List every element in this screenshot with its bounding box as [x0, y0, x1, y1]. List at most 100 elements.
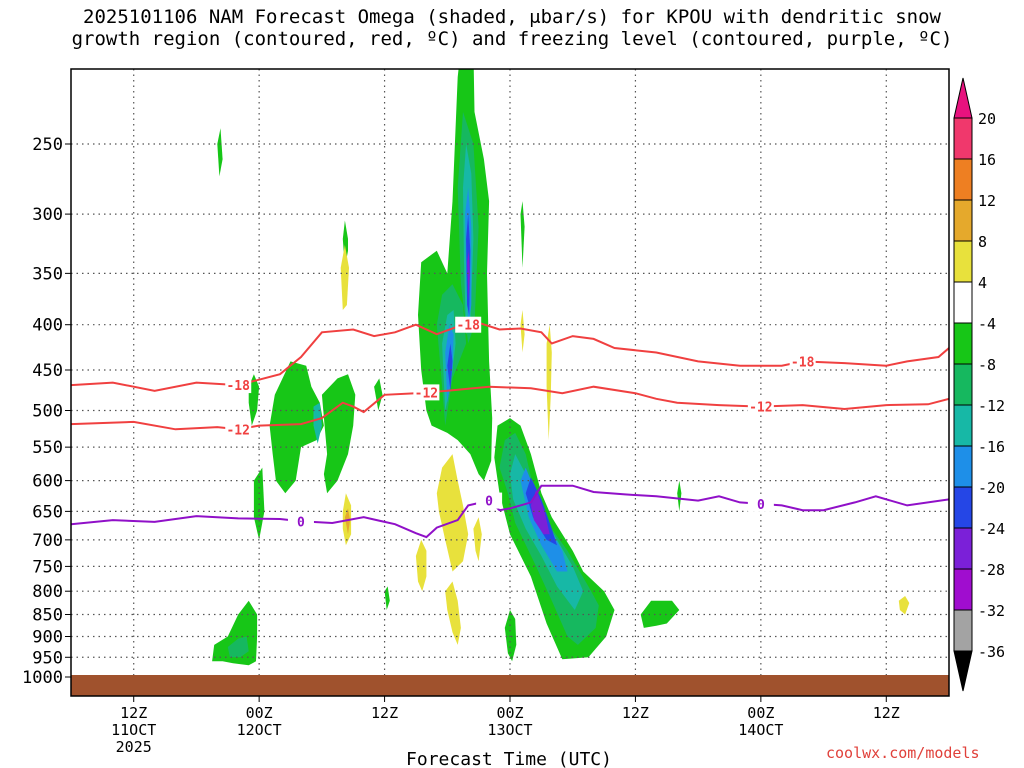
chart-title: 2025101106 NAM Forecast Omega (shaded, μ… [0, 6, 1024, 50]
colorbar-swatch-11 [953, 568, 973, 611]
colorbar-swatch-8 [953, 445, 973, 488]
omega-region-6-7 [520, 310, 525, 353]
y-axis: 2503003504004505005506006507007508008509… [22, 135, 71, 688]
y-tick-label-400: 400 [32, 316, 63, 336]
y-tick-label-950: 950 [32, 648, 63, 668]
omega-region-0-12 [520, 201, 525, 268]
x-tick-label-0-1: 11OCT [111, 721, 156, 739]
chart-title-line-1: 2025101106 NAM Forecast Omega (shaded, μ… [83, 6, 941, 28]
colorbar-label-8: -16 [978, 438, 1005, 456]
chart-title-line-2: growth region (contoured, red, ºC) and f… [71, 28, 953, 50]
contour-label-bg-2-1 [476, 492, 503, 509]
contour-label-2-0: 0 [297, 515, 305, 530]
contour-label-bg-1-1 [413, 384, 440, 401]
y-tick-label-1000: 1000 [22, 668, 63, 688]
colorbar-label-4: 4 [978, 274, 987, 292]
colorbar-swatch-9 [953, 486, 973, 529]
colorbar-bottom-arrow [953, 650, 973, 692]
x-tick-label-1-0: 00Z [246, 704, 273, 722]
colorbar-label-0: 20 [978, 110, 996, 128]
x-tick-label-0-2: 2025 [116, 738, 152, 756]
y-tick-label-500: 500 [32, 402, 63, 422]
colorbar-label-13: -36 [978, 643, 1005, 661]
y-tick-label-850: 850 [32, 606, 63, 626]
x-tick-label-5-0: 00Z [747, 704, 774, 722]
contour-label-0-1: -18 [456, 319, 480, 334]
contour-label-1-2: -12 [749, 401, 772, 416]
x-axis-title: Forecast Time (UTC) [406, 749, 612, 768]
omega-region-5-1 [530, 490, 550, 535]
omega-region-5-0 [467, 250, 470, 300]
y-tick-label-700: 700 [32, 531, 63, 551]
grid-lines [71, 69, 949, 676]
omega-region-0-1 [248, 374, 260, 426]
colorbar-label-9: -20 [978, 479, 1005, 497]
y-tick-label-450: 450 [32, 361, 63, 381]
omega-region-2-3 [313, 402, 322, 444]
contour-label-0-0: -18 [226, 379, 250, 394]
contour-label-bg-2-0 [287, 513, 314, 530]
colorbar-label-3: 8 [978, 233, 987, 251]
omega-region-6-5 [473, 517, 482, 562]
colorbar-label-12: -32 [978, 602, 1005, 620]
omega-region-6-2 [415, 539, 427, 592]
colorbar-label-1: 16 [978, 151, 996, 169]
contour-label-2-2: 0 [757, 498, 765, 513]
surface-ground [71, 675, 949, 696]
contour-label-0-2: -18 [791, 355, 815, 370]
contour-label-bg-0-2 [789, 353, 816, 370]
x-tick-label-3-1: 13OCT [487, 721, 532, 739]
colorbar-label-7: -12 [978, 397, 1005, 415]
colorbar-swatch-5 [953, 322, 973, 365]
y-tick-label-250: 250 [32, 135, 63, 155]
omega-region-7-0 [344, 508, 351, 535]
contour-label-2-1: 0 [485, 495, 493, 510]
y-tick-label-350: 350 [32, 264, 63, 284]
y-tick-label-750: 750 [32, 557, 63, 577]
omega-region-6-3 [436, 454, 469, 572]
contour-label-bg-1-2 [747, 398, 774, 415]
colorbar-swatch-1 [953, 158, 973, 201]
omega-region-6-8 [898, 596, 910, 615]
x-tick-label-2-0: 12Z [371, 704, 398, 722]
contour-label-bg-1-0 [225, 421, 252, 438]
omega-region-0-7 [374, 378, 383, 411]
colorbar-label-5: -4 [978, 315, 996, 333]
y-tick-label-900: 900 [32, 627, 63, 647]
y-tick-label-800: 800 [32, 582, 63, 602]
omega-region-6-0 [340, 244, 349, 310]
colorbar-swatch-7 [953, 404, 973, 447]
contour-label-1-1: -12 [415, 386, 438, 401]
x-tick-label-5-1: 14OCT [738, 721, 783, 739]
y-tick-label-300: 300 [32, 205, 63, 225]
omega-region-6-6 [546, 324, 552, 441]
contour-label-bg-0-1 [455, 316, 482, 333]
contour-label-1-0: -12 [226, 423, 249, 438]
colorbar-swatch-6 [953, 363, 973, 406]
y-tick-label-650: 650 [32, 502, 63, 522]
omega-region-0-3 [269, 361, 324, 494]
colorbar-label-10: -24 [978, 520, 1005, 538]
colorbar-swatch-0 [953, 117, 973, 160]
contour-label-bg-0-0 [225, 377, 252, 394]
omega-region-0-0 [217, 128, 223, 177]
credit-text: coolwx.com/models [826, 744, 980, 762]
contours: -18 -18 -18 -12 -12 -12 0 0 0 [71, 316, 949, 539]
colorbar-label-11: -28 [978, 561, 1005, 579]
x-tick-label-4-0: 12Z [622, 704, 649, 722]
x-tick-label-1-1: 12OCT [237, 721, 282, 739]
colorbar-top-arrow [953, 77, 973, 119]
x-tick-label-6-0: 12Z [873, 704, 900, 722]
omega-region-1-0 [227, 636, 249, 658]
omega-region-6-4 [445, 581, 461, 645]
colorbar-label-6: -8 [978, 356, 996, 374]
colorbar-swatch-3 [953, 240, 973, 283]
omega-region-0-13 [677, 480, 682, 512]
y-tick-label-550: 550 [32, 438, 63, 458]
x-tick-label-0-0: 12Z [120, 704, 147, 722]
colorbar-swatch-12 [953, 609, 973, 652]
omega-region-0-9 [418, 69, 493, 481]
x-tick-label-3-0: 00Z [496, 704, 523, 722]
